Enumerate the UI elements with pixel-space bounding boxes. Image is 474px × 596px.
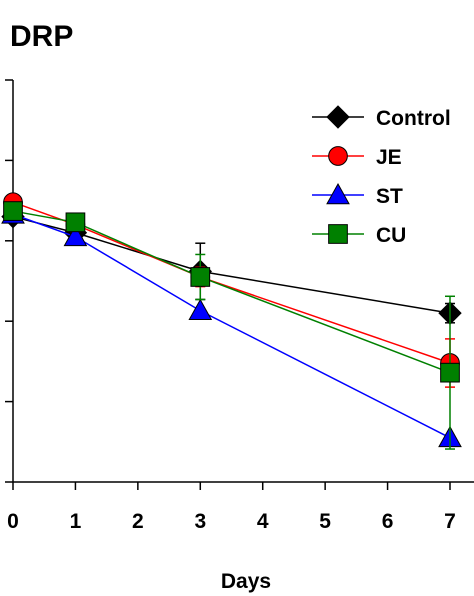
plot-area: 0 1 2 3 4 5 6 7 — [1, 79, 474, 533]
x-tick-label: 5 — [319, 510, 331, 533]
legend-label-je: JE — [376, 146, 402, 169]
data-point-st — [63, 224, 88, 247]
legend-marker-control — [326, 105, 350, 129]
legend-label-control: Control — [376, 107, 451, 130]
x-tick-label: 1 — [70, 510, 82, 533]
x-tick-label: 3 — [194, 510, 206, 533]
x-tick-label: 7 — [444, 510, 456, 533]
data-point-cu — [65, 212, 86, 233]
legend-label-st: ST — [376, 185, 403, 208]
x-tick-label: 0 — [7, 510, 19, 533]
series-line-control — [12, 215, 451, 314]
data-point-st — [188, 298, 213, 321]
legend-marker-st — [326, 182, 350, 205]
series-line-cu — [12, 210, 451, 374]
series-line-st — [12, 213, 451, 439]
series-cu — [3, 201, 460, 450]
x-tick-label: 6 — [382, 510, 394, 533]
x-tick-label: 2 — [132, 510, 144, 533]
x-tick-label: 4 — [257, 510, 269, 533]
data-point-cu — [440, 362, 460, 383]
data-point-cu — [190, 267, 211, 287]
legend-label-cu: CU — [376, 224, 406, 247]
x-axis-label: Days — [221, 570, 271, 593]
legend: Control JE ST CU — [312, 105, 451, 247]
data-point-cu — [3, 201, 23, 221]
legend-marker-cu — [328, 224, 348, 244]
series-line-je — [12, 201, 451, 364]
legend-marker-je — [328, 146, 348, 166]
chart-title: DRP — [10, 20, 73, 53]
